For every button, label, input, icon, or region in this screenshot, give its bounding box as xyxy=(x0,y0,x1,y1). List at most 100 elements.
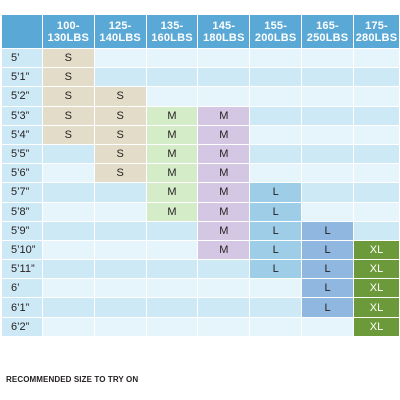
size-cell: L xyxy=(301,297,354,318)
height-row: 5’1” S xyxy=(1,67,400,88)
empty-cell xyxy=(93,316,147,337)
empty-cell xyxy=(145,278,199,299)
weight-range-start: 125- xyxy=(108,19,132,32)
size-cell: L xyxy=(249,220,303,241)
size-cell: S xyxy=(41,86,95,107)
empty-cell xyxy=(352,143,400,165)
empty-cell xyxy=(41,182,95,203)
weight-range-start: 175- xyxy=(365,19,388,32)
size-cell: S xyxy=(41,105,95,126)
empty-cell xyxy=(197,259,251,280)
empty-cell xyxy=(249,86,303,107)
weight-range-start: 100- xyxy=(56,19,80,32)
size-cell: S xyxy=(93,124,147,145)
empty-cell xyxy=(301,143,354,165)
size-cell: L xyxy=(301,278,354,299)
size-cell: L xyxy=(249,239,303,261)
height-row: 6’2” XL xyxy=(1,316,400,337)
empty-cell xyxy=(197,278,251,299)
height-row: 5’4” S S M M xyxy=(1,124,400,145)
empty-cell xyxy=(249,163,303,184)
height-label: 6’1” xyxy=(1,297,43,318)
empty-cell xyxy=(197,86,251,107)
empty-cell xyxy=(301,47,354,69)
empty-cell xyxy=(145,220,199,241)
size-cell: S xyxy=(41,67,95,88)
empty-cell xyxy=(93,297,147,318)
weight-range-start: 145- xyxy=(212,19,236,32)
weight-column-header: 145- 180LBS xyxy=(197,14,251,49)
size-cell: S xyxy=(93,143,147,165)
size-cell: M xyxy=(145,143,199,165)
size-cell: M xyxy=(197,105,251,126)
empty-cell xyxy=(93,47,147,69)
empty-cell xyxy=(301,67,354,88)
empty-cell xyxy=(301,316,354,337)
empty-cell xyxy=(301,124,354,145)
height-row: 5’ S xyxy=(1,47,400,69)
size-cell: L xyxy=(301,259,354,280)
empty-cell xyxy=(352,201,400,222)
empty-cell xyxy=(301,163,354,184)
weight-range-end: 280LBS xyxy=(355,31,398,44)
empty-cell xyxy=(145,86,199,107)
empty-cell xyxy=(41,316,95,337)
empty-cell xyxy=(352,220,400,241)
size-cell: S xyxy=(41,47,95,69)
empty-cell xyxy=(41,220,95,241)
size-cell: M xyxy=(197,182,251,203)
empty-cell xyxy=(352,47,400,69)
weight-column-header: 135- 160LBS xyxy=(145,14,199,49)
empty-cell xyxy=(352,124,400,145)
weight-column-header: 165- 250LBS xyxy=(301,14,354,49)
size-cell: XL xyxy=(352,278,400,299)
size-cell: XL xyxy=(352,239,400,261)
empty-cell xyxy=(93,239,147,261)
height-label: 5’3” xyxy=(1,105,43,126)
height-label: 6’ xyxy=(1,278,43,299)
height-row: 5’8” M M L xyxy=(1,201,400,222)
empty-cell xyxy=(352,163,400,184)
size-cell: L xyxy=(301,239,354,261)
size-cell: L xyxy=(249,182,303,203)
weight-column-header: 175- 280LBS xyxy=(352,14,400,49)
size-cell: XL xyxy=(352,259,400,280)
empty-cell xyxy=(41,297,95,318)
size-cell: S xyxy=(41,124,95,145)
height-label: 5’9” xyxy=(1,220,43,241)
height-label: 5’4” xyxy=(1,124,43,145)
empty-cell xyxy=(93,201,147,222)
height-row: 6’ L XL xyxy=(1,278,400,299)
size-chart-table: 100- 130LBS 125- 140LBS 135- 160LBS 145- 180LBS… xyxy=(1,14,400,337)
size-cell: M xyxy=(145,182,199,203)
size-cell: M xyxy=(145,105,199,126)
empty-cell xyxy=(41,259,95,280)
empty-cell xyxy=(197,67,251,88)
empty-cell xyxy=(249,278,303,299)
size-chart-body: 5’ S 5’1” S 5’2” S S 5’3” S S M M 5’4” S S M M 5’5” S M M 5’6… xyxy=(1,47,400,337)
height-row: 5’11” L L XL xyxy=(1,259,400,280)
empty-cell xyxy=(352,105,400,126)
size-cell: M xyxy=(145,201,199,222)
empty-cell xyxy=(41,239,95,261)
height-label: 5’5” xyxy=(1,143,43,165)
size-cell: S xyxy=(93,163,147,184)
size-cell: XL xyxy=(352,316,400,337)
empty-cell xyxy=(301,201,354,222)
empty-cell xyxy=(352,86,400,107)
empty-cell xyxy=(145,47,199,69)
size-cell: S xyxy=(93,86,147,107)
empty-cell xyxy=(145,259,199,280)
header-row: 100- 130LBS 125- 140LBS 135- 160LBS 145- 180LBS… xyxy=(1,14,400,49)
size-cell: M xyxy=(197,239,251,261)
weight-range-end: 140LBS xyxy=(99,31,141,44)
height-label: 5’10” xyxy=(1,239,43,261)
size-cell: XL xyxy=(352,297,400,318)
height-label: 5’1” xyxy=(1,67,43,88)
height-label: 5’7” xyxy=(1,182,43,203)
empty-cell xyxy=(249,316,303,337)
empty-cell xyxy=(93,259,147,280)
size-cell: L xyxy=(249,259,303,280)
empty-cell xyxy=(249,105,303,126)
weight-range-start: 135- xyxy=(160,19,184,32)
